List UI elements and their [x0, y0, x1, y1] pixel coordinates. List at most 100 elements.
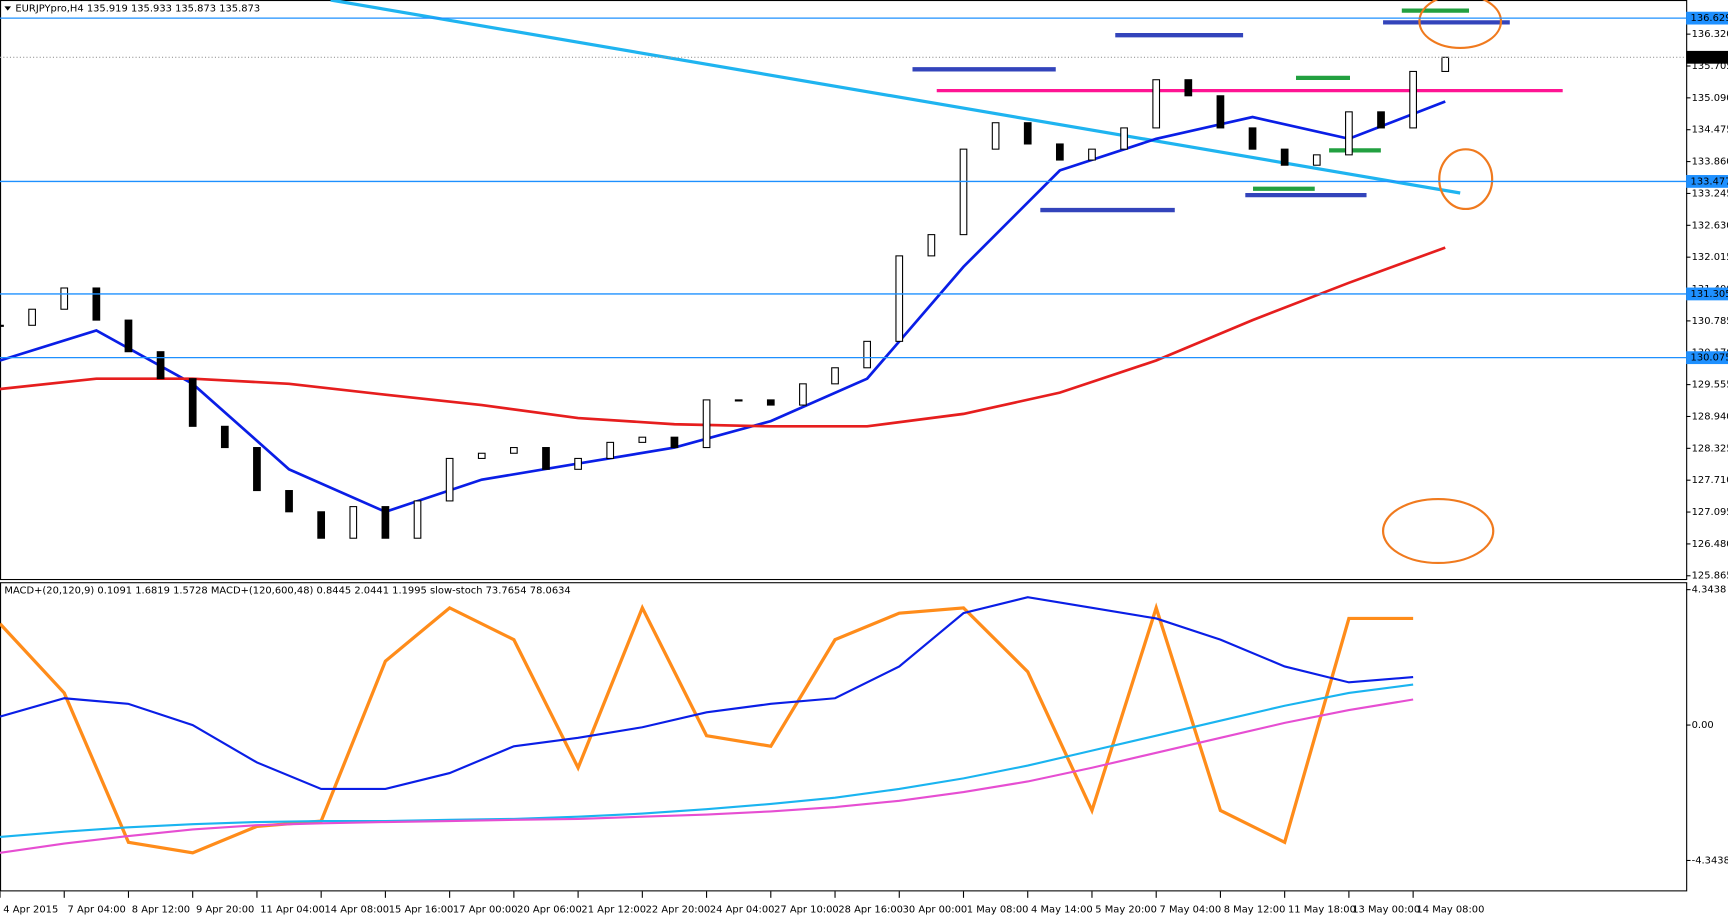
y-tick-label: 136.320 — [1692, 29, 1728, 40]
x-tick-label: 7 Apr 04:00 — [68, 905, 126, 916]
candle — [927, 234, 936, 257]
x-tick-label: 13 May 00:00 — [1352, 905, 1420, 916]
y-tick-label: 128.940 — [1692, 412, 1728, 423]
candle — [1377, 111, 1385, 129]
marks: 136.320 135.705 135.090 134.475 133.860 133.2… — [0, 11, 1728, 916]
x-tick-label: 27 Apr 10:00 — [774, 905, 839, 916]
candle — [1184, 79, 1193, 97]
y-tick-label: 4.3438 — [1692, 585, 1727, 596]
candle — [799, 383, 807, 406]
y-tick-label: 132.015 — [1692, 252, 1728, 263]
candle — [1023, 122, 1032, 145]
level-tag — [1686, 287, 1728, 301]
candle — [991, 122, 1000, 150]
y-tick-label: 126.480 — [1692, 539, 1728, 550]
candle — [28, 308, 36, 326]
level-tag — [1686, 175, 1728, 188]
highlight-circle — [1438, 148, 1494, 211]
trendline — [330, 0, 1461, 195]
level-tag — [1686, 11, 1728, 25]
x-tick-label: 17 Apr 00:00 — [453, 905, 518, 916]
candle — [542, 447, 550, 470]
candle — [895, 255, 904, 342]
price-title: EURJPYpro,H4 135.919 135.933 135.873 135… — [15, 4, 260, 15]
y-tick-label: 127.095 — [1692, 507, 1728, 518]
x-tick-label: 28 Apr 16:00 — [838, 905, 903, 916]
candle — [124, 319, 133, 353]
last-price-tag — [1686, 50, 1728, 64]
candle — [1312, 154, 1321, 166]
candle — [220, 425, 229, 449]
candle — [1055, 143, 1064, 161]
level-label: 130.075 — [1691, 353, 1728, 364]
candle — [1441, 56, 1450, 72]
y-tick-label: 135.090 — [1692, 93, 1728, 104]
candle — [510, 447, 518, 454]
x-tick-label: 20 Apr 06:00 — [517, 905, 582, 916]
level-tag — [1686, 351, 1728, 365]
candle — [1345, 111, 1353, 156]
candle — [92, 287, 101, 321]
candle — [1409, 70, 1417, 129]
candle — [766, 399, 775, 406]
y-tick-label: 135.705 — [1692, 61, 1728, 72]
candle — [381, 506, 390, 539]
y-tick-label: 127.710 — [1692, 475, 1728, 486]
indicator-panel — [0, 582, 1688, 892]
y-tick-label: 0.00 — [1692, 720, 1714, 731]
x-tick-label: 14 Apr 08:00 — [324, 905, 389, 916]
y-tick-label: 134.475 — [1692, 125, 1728, 136]
candle — [60, 287, 69, 310]
y-tick-label: 132.630 — [1692, 220, 1728, 231]
moving-average — [0, 100, 1446, 514]
candle — [1152, 79, 1161, 129]
candle — [317, 511, 326, 539]
candle — [413, 500, 422, 539]
x-tick-label: 9 Apr 20:00 — [196, 905, 254, 916]
candle — [863, 340, 872, 369]
y-tick-label: -4.3438 — [1692, 856, 1728, 867]
y-tick-label: 133.860 — [1692, 157, 1728, 168]
candle — [831, 367, 839, 385]
moving-average — [0, 246, 1446, 428]
x-tick-label: 11 May 18:00 — [1288, 905, 1356, 916]
indicator-line — [0, 698, 1414, 854]
x-tick-label: 11 Apr 04:00 — [260, 905, 325, 916]
candle — [0, 324, 4, 327]
level-label: 136.629 — [1691, 13, 1728, 24]
x-tick-label: 5 May 20:00 — [1095, 905, 1157, 916]
candle — [702, 399, 711, 449]
last-price-label: 135.873 — [1691, 52, 1728, 63]
candle — [1280, 148, 1289, 166]
x-tick-label: 8 Apr 12:00 — [132, 905, 190, 916]
swing-marks — [1253, 8, 1470, 191]
candle — [253, 447, 261, 492]
y-tick-label: 130.785 — [1692, 316, 1728, 327]
highlights — [1381, 0, 1503, 565]
indicator-title: MACD+(20,120,9) 0.1091 1.6819 1.5728 MAC… — [4, 586, 570, 597]
menu-arrow — [4, 6, 12, 11]
level-label: 133.477 — [1691, 177, 1728, 188]
indicator-line — [0, 683, 1414, 839]
x-tick-label: 1 May 08:00 — [967, 905, 1029, 916]
y-tick-label: 133.245 — [1692, 189, 1728, 200]
y-tick-label: 125.865 — [1692, 571, 1728, 582]
candle — [1088, 148, 1096, 161]
highlight-circle — [1381, 497, 1495, 565]
candle — [188, 378, 197, 427]
level-label: 131.305 — [1691, 289, 1728, 300]
candle — [477, 452, 486, 459]
indicator-line — [0, 596, 1414, 791]
candle — [606, 441, 615, 459]
y-tick-label: 128.325 — [1692, 443, 1728, 454]
indicator-line — [0, 602, 1414, 855]
x-tick-label: 21 Apr 12:00 — [581, 905, 646, 916]
candle — [959, 148, 968, 236]
x-tick-label: 4 Apr 2015 — [3, 905, 58, 916]
candle — [1216, 95, 1225, 129]
x-tick-label: 15 Apr 16:00 — [389, 905, 454, 916]
candle — [445, 457, 454, 502]
candle — [156, 351, 165, 380]
